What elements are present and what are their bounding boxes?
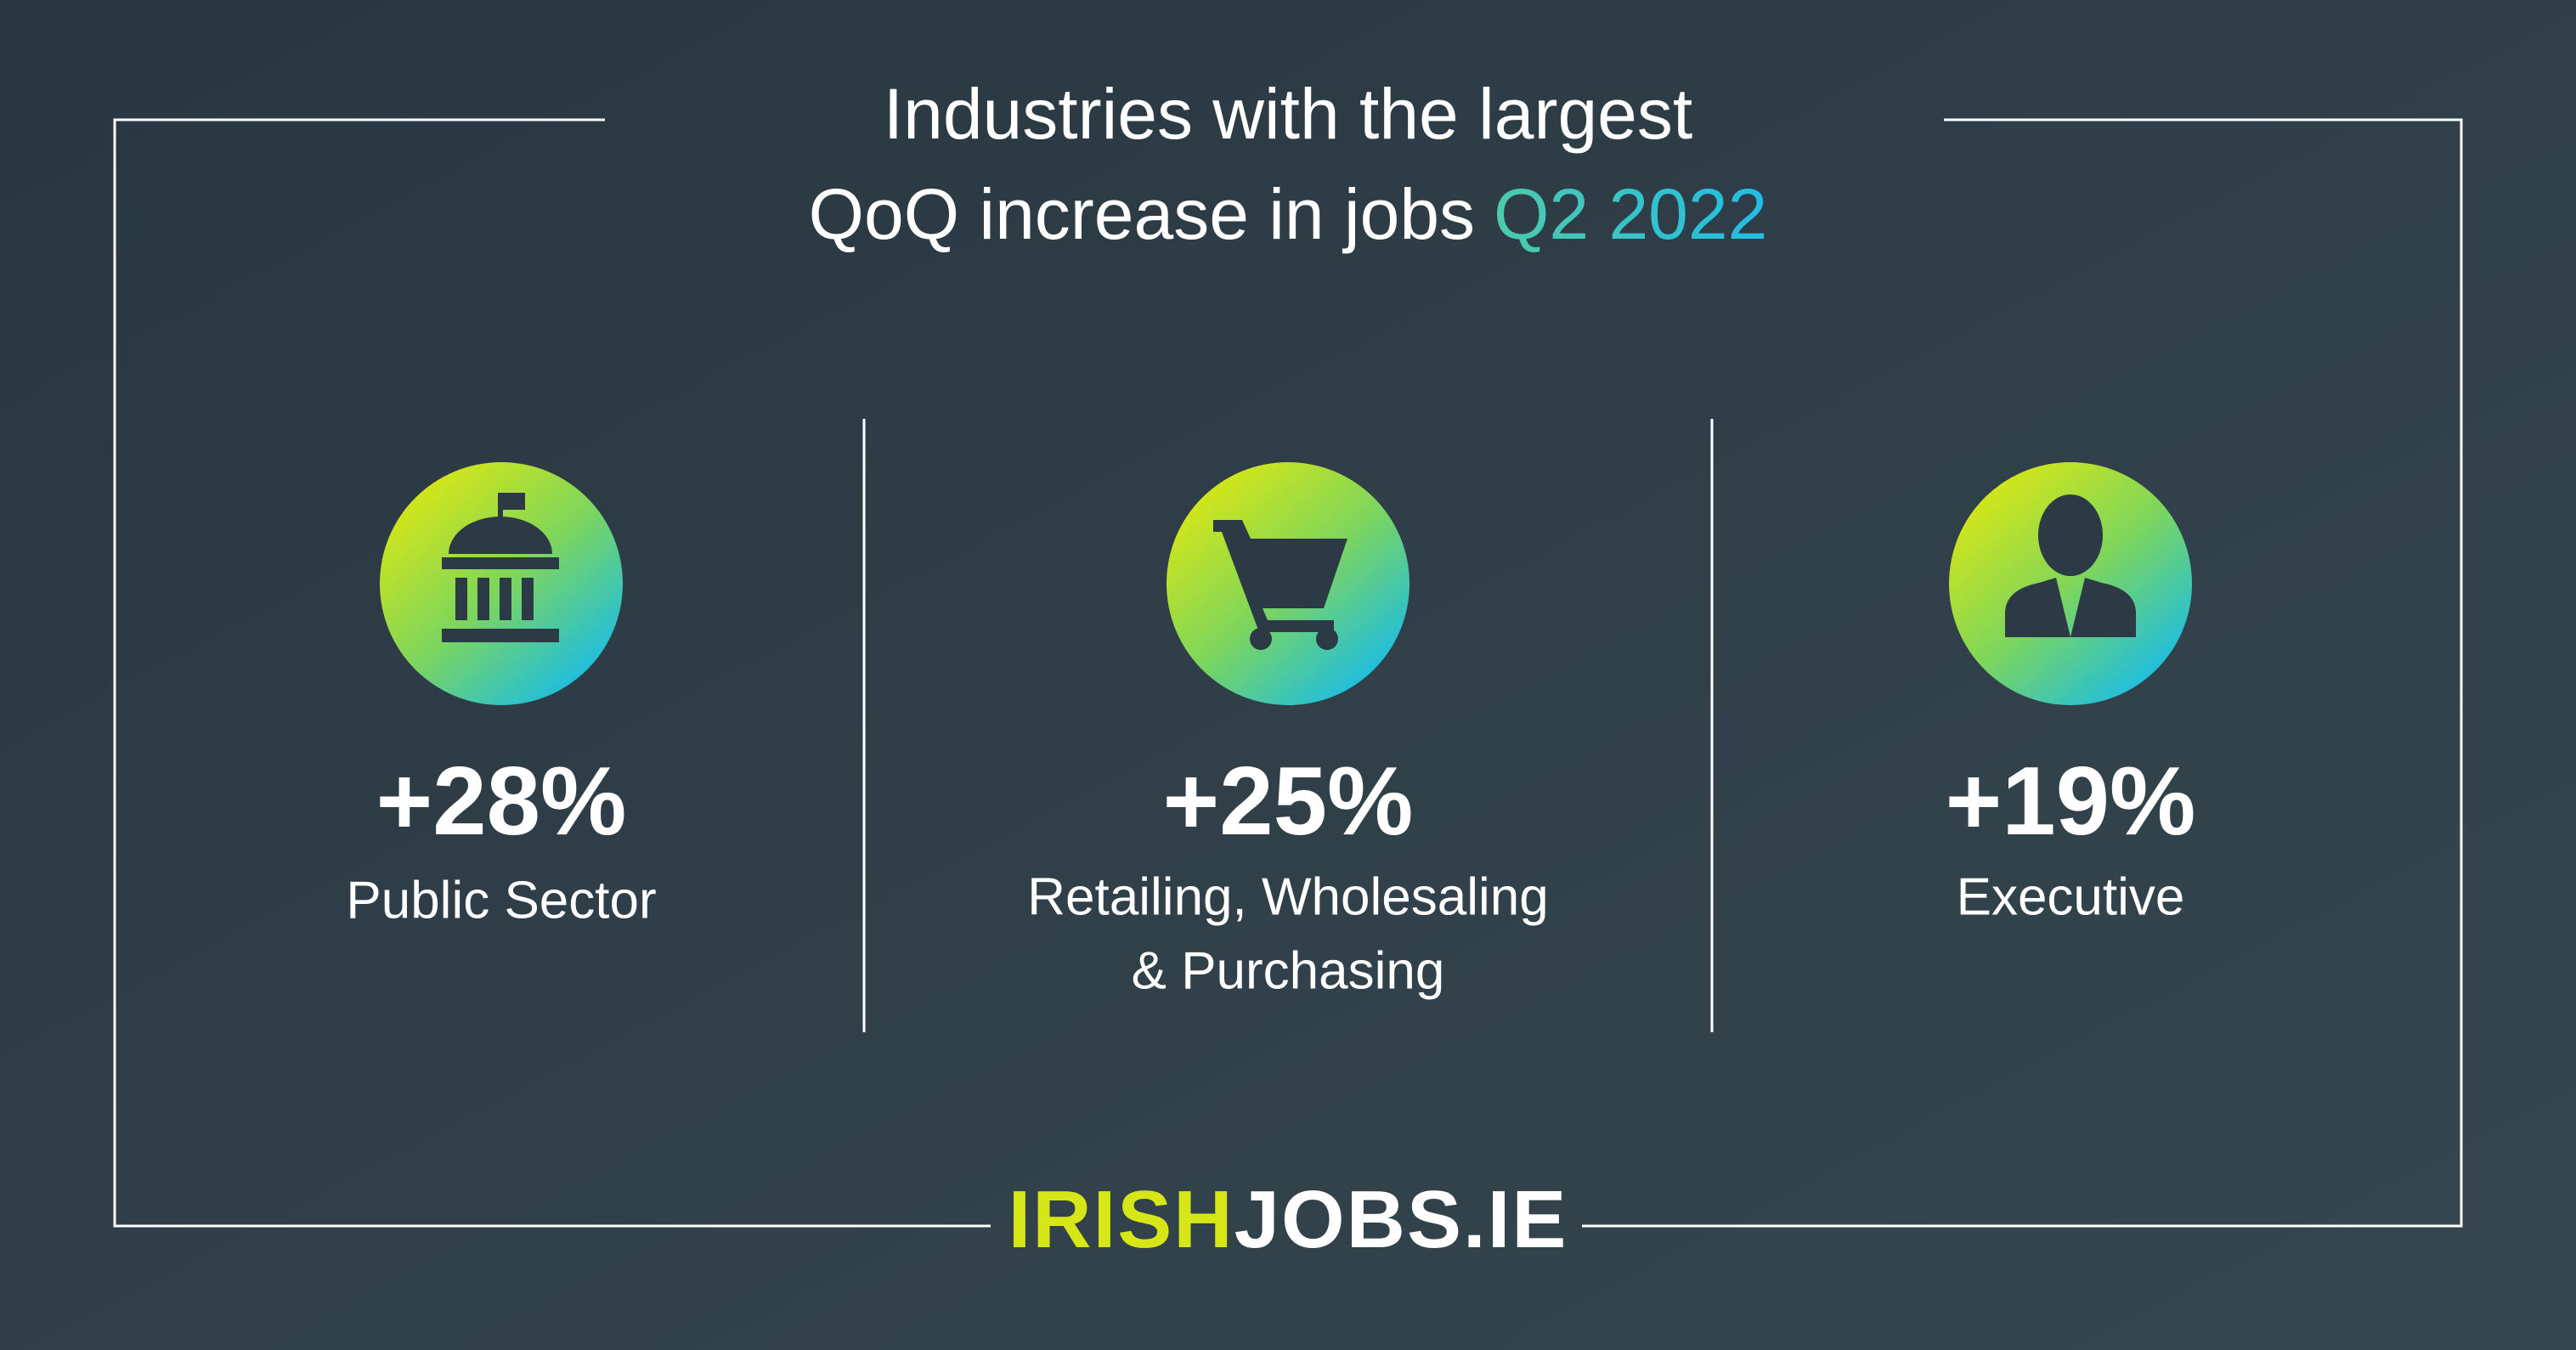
stat-label: Retailing, Wholesaling xyxy=(1027,867,1548,926)
icon-public-sector xyxy=(380,462,623,705)
title-line: Industries with the largest xyxy=(884,74,1692,154)
icon-retail xyxy=(1167,462,1409,705)
frame-right xyxy=(1582,118,2463,1228)
person-icon xyxy=(2005,494,2136,637)
stat-label: & Purchasing xyxy=(1132,941,1445,1000)
stat-label: Executive xyxy=(1957,867,2185,926)
logo-part: JOBS.IE xyxy=(1234,1174,1568,1265)
title-line: QoQ increase in jobs Q2 2022 xyxy=(809,174,1768,254)
cart-icon xyxy=(1213,520,1347,650)
stat-value: +25% xyxy=(1163,748,1414,856)
title-text: QoQ increase in jobs xyxy=(809,174,1475,254)
icon-executive xyxy=(1949,462,2192,705)
frame xyxy=(113,118,2463,1228)
stat-value: +19% xyxy=(1946,748,2196,856)
logo: IRISHJOBS.IE xyxy=(1008,1174,1568,1265)
stat-label: Public Sector xyxy=(346,871,656,929)
stat-value: +28% xyxy=(376,748,627,856)
frame-left xyxy=(113,118,991,1228)
icon-circle xyxy=(1949,462,2192,705)
title-highlight: Q2 2022 xyxy=(1494,174,1767,254)
building-icon xyxy=(442,493,559,642)
logo-part: IRISH xyxy=(1008,1174,1234,1265)
